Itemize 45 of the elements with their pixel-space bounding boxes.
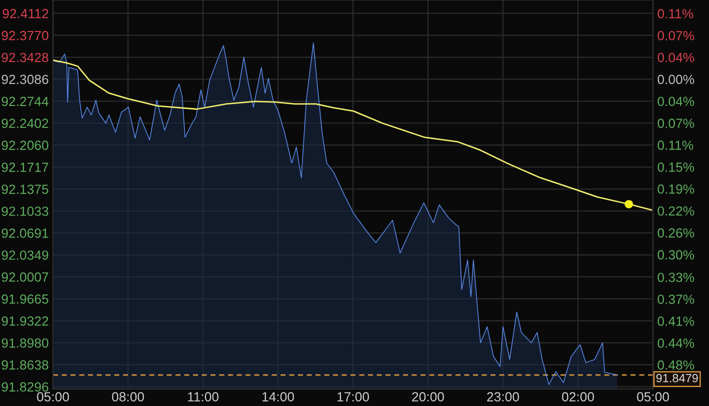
y2-tick-label: 0.33% (658, 272, 694, 282)
x-tick-label: 23:00 (487, 392, 519, 402)
y-tick-label: 92.0691 (2, 228, 48, 238)
y2-tick-label: 0.11% (658, 9, 694, 18)
ref-line-label: 91.8479 (656, 374, 698, 382)
y2-tick-label: 0.07% (658, 30, 694, 40)
y-tick-label: 91.9665 (2, 294, 48, 304)
x-tick-label: 11:00 (188, 392, 219, 402)
y-tick-label: 92.0007 (2, 272, 48, 282)
y-tick-label: 92.4112 (2, 8, 48, 18)
x-tick-label: 05:00 (37, 392, 69, 402)
x-tick-label: 17:00 (338, 392, 369, 402)
x-tick-label: 05:00 (637, 392, 669, 402)
y2-tick-label: 0.00% (658, 74, 694, 84)
y2-tick-label: 0.48% (658, 360, 694, 370)
y2-tick-label: 0.37% (658, 294, 694, 304)
y-tick-label: 92.1033 (2, 206, 48, 216)
y-tick-label: 92.1717 (2, 162, 48, 172)
y2-tick-label: 0.22% (658, 206, 694, 216)
y2-tick-label: 0.07% (658, 118, 694, 128)
y2-tick-label: 0.44% (658, 338, 694, 348)
y2-tick-label: 0.04% (658, 52, 694, 62)
y-tick-label: 92.2744 (2, 96, 48, 106)
y2-tick-label: 0.04% (658, 96, 694, 106)
y2-tick-label: 0.11% (658, 140, 694, 150)
y-tick-label: 92.1375 (2, 184, 48, 194)
y-tick-label: 91.8296 (2, 382, 48, 392)
y-tick-label: 92.0349 (2, 250, 48, 260)
y2-tick-label: 0.26% (658, 228, 694, 238)
y-tick-label: 92.3086 (2, 74, 48, 84)
y-tick-label: 92.3428 (2, 52, 48, 62)
y-tick-label: 91.8638 (2, 360, 48, 370)
y2-tick-label: 0.15% (658, 162, 694, 172)
y-tick-label: 92.2060 (2, 140, 48, 150)
y-tick-label: 92.3770 (2, 30, 48, 40)
x-tick-label: 02:00 (562, 392, 594, 402)
y2-tick-label: 0.30% (658, 250, 694, 260)
y2-tick-label: 0.41% (658, 316, 694, 326)
x-tick-label: 14:00 (262, 392, 294, 402)
y-tick-label: 91.8980 (2, 338, 48, 348)
x-tick-label: 20:00 (412, 392, 444, 402)
y2-tick-label: 0.19% (658, 184, 694, 194)
y-tick-label: 92.2402 (2, 118, 48, 128)
y-tick-label: 91.9322 (2, 316, 48, 326)
x-tick-label: 08:00 (112, 392, 144, 402)
